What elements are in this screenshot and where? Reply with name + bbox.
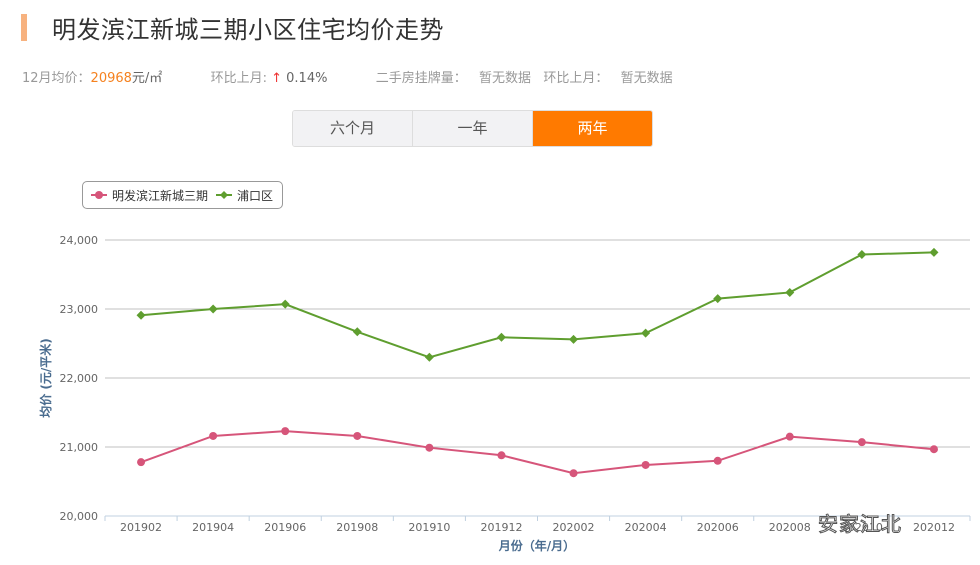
x-tick-label: 201908 <box>336 521 378 534</box>
data-point[interactable] <box>136 310 146 320</box>
data-point[interactable] <box>713 294 723 304</box>
y-tick-label: 23,000 <box>60 303 99 316</box>
data-point[interactable] <box>641 328 651 338</box>
data-point[interactable] <box>785 287 795 297</box>
y-tick-label: 22,000 <box>60 372 99 385</box>
mom-label: 环比上月: <box>210 71 267 86</box>
legend-item-district[interactable]: 浦口区 <box>216 187 273 204</box>
data-point[interactable] <box>929 247 939 257</box>
listing-mom-value: 暂无数据 <box>620 71 673 86</box>
x-tick-label: 202012 <box>913 521 955 534</box>
x-tick-label: 202002 <box>553 521 595 534</box>
avg-price-label: 12月均价： <box>22 71 91 86</box>
chart-legend: 明发滨江新城三期 浦口区 <box>82 181 284 209</box>
up-arrow-icon: ↑ <box>271 71 283 86</box>
x-tick-label: 202004 <box>625 521 667 534</box>
avg-price-value: 20968 <box>90 71 132 86</box>
legend-item-community[interactable]: 明发滨江新城三期 <box>91 187 208 204</box>
x-axis-title: 月份（年/月） <box>498 538 575 553</box>
watermark: 安家江北 <box>818 512 902 537</box>
y-tick-label: 24,000 <box>60 234 99 247</box>
data-point[interactable] <box>497 451 506 460</box>
data-point[interactable] <box>425 443 434 452</box>
listing-mom-label: 环比上月： <box>543 71 609 86</box>
listing-label: 二手房挂牌量： <box>375 71 467 86</box>
data-point[interactable] <box>352 327 362 337</box>
title-accent-bar <box>21 14 27 41</box>
period-tabs: 六个月 一年 两年 <box>292 110 653 147</box>
x-tick-label: 201910 <box>408 521 450 534</box>
data-point[interactable] <box>713 456 722 465</box>
x-tick-label: 201912 <box>480 521 522 534</box>
grid-lines <box>105 239 970 517</box>
avg-price-unit: 元/㎡ <box>131 71 163 86</box>
data-point[interactable] <box>569 334 579 344</box>
series-line <box>140 251 934 359</box>
data-point[interactable] <box>785 432 794 441</box>
page-title: 明发滨江新城三期小区住宅均价走势 <box>52 16 444 44</box>
x-tick-label: 201902 <box>120 521 162 534</box>
data-point[interactable] <box>209 431 218 440</box>
data-point[interactable] <box>857 438 866 447</box>
legend-label-district: 浦口区 <box>237 188 274 203</box>
data-point[interactable] <box>641 460 650 469</box>
circle-marker-icon <box>91 191 107 199</box>
data-point[interactable] <box>496 332 506 342</box>
listing-value: 暂无数据 <box>479 71 532 86</box>
tab-six-months[interactable]: 六个月 <box>293 111 413 146</box>
data-point[interactable] <box>137 458 146 467</box>
y-axis-title: 均价 (元/平米) <box>38 338 53 418</box>
x-tick-label: 201904 <box>192 521 234 534</box>
y-tick-label: 20,000 <box>60 510 99 523</box>
data-point[interactable] <box>280 299 290 309</box>
data-point[interactable] <box>281 427 290 436</box>
x-tick-label: 201906 <box>264 521 306 534</box>
y-tick-label: 21,000 <box>60 441 99 454</box>
data-point[interactable] <box>857 249 867 259</box>
data-point[interactable] <box>424 352 434 362</box>
y-axis-ticks: 20,000 21,000 22,000 23,000 24,000 <box>60 234 99 523</box>
data-point[interactable] <box>929 445 938 454</box>
data-point[interactable] <box>208 304 218 314</box>
stats-row: 12月均价：20968元/㎡ 环比上月: ↑ 0.14% 二手房挂牌量： 暂无数… <box>22 67 673 86</box>
series-line <box>140 430 935 475</box>
x-tick-label: 202006 <box>697 521 739 534</box>
tab-one-year[interactable]: 一年 <box>413 111 533 146</box>
diamond-marker-icon <box>216 191 233 199</box>
tab-two-years[interactable]: 两年 <box>533 111 652 146</box>
data-point[interactable] <box>569 469 578 478</box>
mom-value: 0.14% <box>286 71 328 86</box>
x-tick-label: 202008 <box>769 521 811 534</box>
data-point[interactable] <box>353 431 362 440</box>
series-lines <box>136 247 939 478</box>
legend-label-community: 明发滨江新城三期 <box>112 188 209 203</box>
